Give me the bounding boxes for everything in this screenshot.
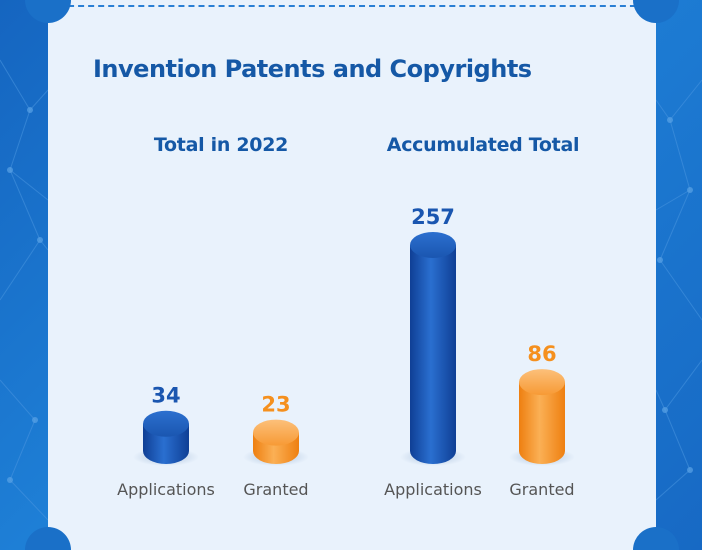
bar-accumulated-applications-value-label: 257 (411, 205, 455, 229)
corner-decoration-top-right (633, 0, 679, 23)
corner-decoration-top-left (25, 0, 71, 23)
bar-2022-granted-value-label: 23 (261, 393, 290, 417)
bar-2022-applications-category-label: Applications (117, 480, 215, 499)
group-title-2022: Total in 2022 (153, 134, 289, 156)
bar-accumulated-granted (519, 382, 565, 464)
chart-title: Invention Patents and Copyrights (93, 55, 532, 83)
bar-2022-applications-value-label: 34 (151, 384, 180, 408)
bar-accumulated-applications-category-label: Applications (384, 480, 482, 499)
group-title-accumulated: Accumulated Total (386, 134, 580, 156)
corner-decoration-bottom-right (633, 527, 679, 550)
corner-decoration-bottom-left (25, 527, 71, 550)
bar-accumulated-granted-top (519, 369, 565, 396)
dashed-divider (48, 5, 656, 7)
bar-2022-granted-category-label: Granted (243, 480, 308, 499)
bar-accumulated-granted-category-label: Granted (509, 480, 574, 499)
bar-accumulated-applications (410, 245, 456, 464)
bar-2022-granted-top (253, 419, 299, 446)
bar-2022-applications-top (143, 410, 189, 437)
bar-accumulated-granted-value-label: 86 (527, 342, 556, 366)
bar-accumulated-applications-top (410, 232, 456, 258)
